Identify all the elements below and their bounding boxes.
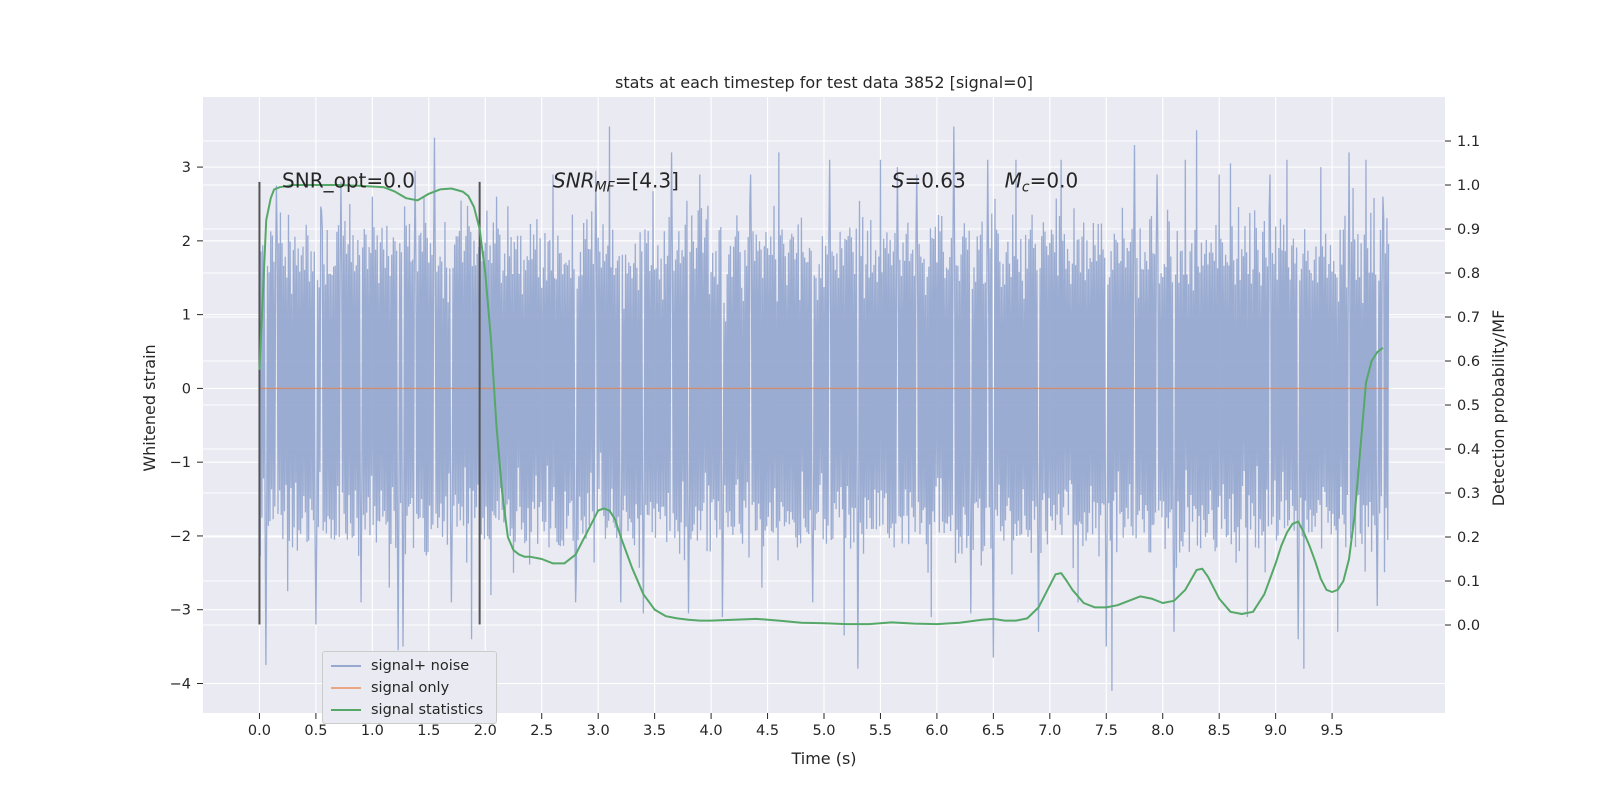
y2-tick-label: 1.1 (1457, 134, 1480, 150)
legend-swatch-signal-statistics (331, 709, 361, 711)
annotation-segment: SNR (553, 169, 595, 193)
y-tick-label: −2 (170, 529, 191, 545)
x-tick-label: 8.5 (1208, 723, 1231, 739)
annotations: SNR_opt=0.0 SNRMF=[4.3] S=0.63 Mc=0.0 (282, 169, 1078, 196)
signal-noise-series (258, 126, 1390, 691)
x-tick-label: 6.5 (982, 723, 1005, 739)
y-tick-label: 3 (182, 160, 191, 176)
legend-item-signal-noise: signal+ noise (331, 655, 469, 677)
y2-tick-label: 0.6 (1457, 354, 1480, 370)
x-tick-label: 2.0 (474, 723, 497, 739)
y-tick-label: 0 (182, 381, 191, 397)
y2-tick-label: 0.4 (1457, 442, 1480, 458)
y-tick-label: −1 (170, 455, 191, 471)
y2-tick-label: 0.5 (1457, 398, 1480, 414)
y-axis-ticks: −4 −3 −2 −1 0 1 2 3 (170, 160, 203, 692)
annotation-segment: MF (595, 179, 616, 195)
legend-swatch-signal-noise (331, 665, 361, 667)
y2-tick-label: 0.7 (1457, 310, 1480, 326)
annotation-text: S=0.63 (892, 169, 966, 193)
y-tick-label: −3 (170, 603, 191, 619)
legend-swatch-signal-only (331, 687, 361, 689)
x-tick-label: 9.0 (1264, 723, 1287, 739)
legend-label-signal-noise: signal+ noise (371, 658, 470, 674)
legend-item-signal-statistics: signal statistics (331, 699, 483, 721)
y-tick-label: 2 (182, 234, 191, 250)
annotation-segment: S (892, 169, 905, 193)
y2-axis-ticks: 0.0 0.1 0.2 0.3 0.4 0.5 0.6 0.7 0.8 0.9 1.0 1.1 (1445, 134, 1480, 634)
legend-label-signal-only: signal only (371, 680, 450, 696)
x-tick-label: 7.0 (1038, 723, 1061, 739)
chart-title: stats at each timestep for test data 385… (615, 73, 1033, 92)
annotation-segment: M (1005, 169, 1022, 193)
x-tick-label: 4.5 (756, 723, 779, 739)
x-tick-label: 4.0 (700, 723, 723, 739)
x-tick-label: 8.0 (1151, 723, 1174, 739)
x-tick-label: 0.0 (248, 723, 271, 739)
y-axis-label: Whitened strain (140, 344, 159, 471)
annotation-text: Mc=0.0 (1005, 169, 1079, 196)
signal-noise-line (258, 126, 1390, 691)
y2-tick-label: 0.1 (1457, 574, 1480, 590)
annotation-segment: =0.0 (1030, 169, 1079, 193)
y2-tick-label: 0.2 (1457, 530, 1480, 546)
annotation-segment: =[4.3] (615, 169, 679, 193)
legend: signal+ noise signal only signal statist… (322, 651, 497, 724)
x-tick-label: 1.0 (361, 723, 384, 739)
legend-label-signal-statistics: signal statistics (371, 702, 484, 718)
signal-statistics-line (258, 184, 1384, 626)
annotation-segment: c (1022, 179, 1030, 195)
x-tick-label: 2.5 (530, 723, 553, 739)
y2-axis-label: Detection probability/MF (1489, 310, 1508, 507)
annotation-segment: =0.63 (904, 169, 965, 193)
x-tick-label: 7.5 (1095, 723, 1118, 739)
window-markers (258, 181, 481, 625)
x-tick-label: 6.0 (925, 723, 948, 739)
x-tick-label: 5.0 (812, 723, 835, 739)
x-tick-label: 9.5 (1321, 723, 1344, 739)
legend-item-signal-only: signal only (331, 677, 449, 699)
x-axis-ticks: 0.0 0.5 1.0 1.5 2.0 2.5 3.0 3.5 4.0 4.5 5.0 5.5 6.0 6… (248, 713, 1344, 739)
annotation-text: SNR_opt=0.0 (282, 169, 415, 193)
y2-tick-label: 0.9 (1457, 222, 1480, 238)
annotation-text: SNRMF=[4.3] (553, 169, 679, 196)
y2-tick-label: 0.0 (1457, 618, 1480, 634)
x-tick-label: 1.5 (417, 723, 440, 739)
x-tick-label: 3.0 (587, 723, 610, 739)
y2-tick-label: 0.8 (1457, 266, 1480, 282)
x-axis-label: Time (s) (790, 749, 856, 768)
y2-tick-label: 1.0 (1457, 178, 1480, 194)
x-tick-label: 5.5 (869, 723, 892, 739)
annotation-segment: SNR_opt=0.0 (282, 169, 415, 193)
signal-statistics-series (258, 184, 1384, 626)
x-tick-label: 3.5 (643, 723, 666, 739)
y-tick-label: 1 (182, 308, 191, 324)
y2-tick-label: 0.3 (1457, 486, 1480, 502)
y-tick-label: −4 (170, 676, 191, 692)
x-tick-label: 0.5 (304, 723, 327, 739)
